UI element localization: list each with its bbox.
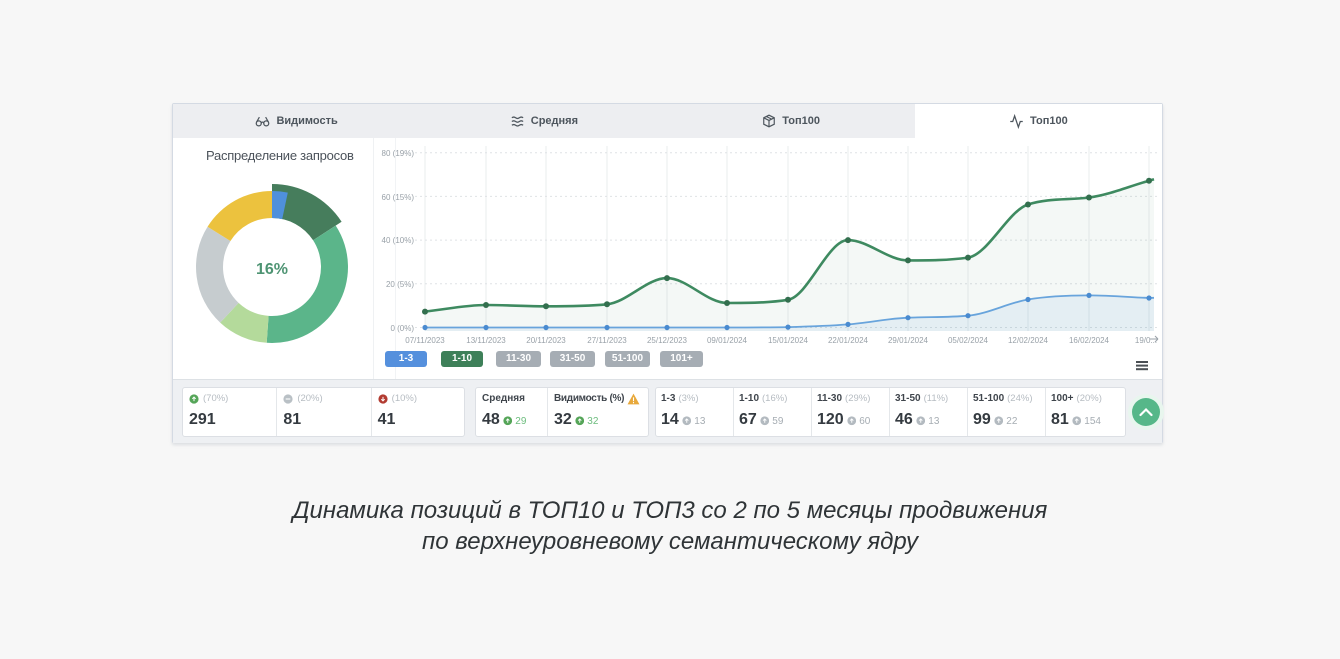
svg-text:40 (10%): 40 (10%) [382,236,415,245]
svg-text:20/11/2023: 20/11/2023 [526,336,566,345]
svg-text:0 (0%): 0 (0%) [390,324,414,333]
svg-text:20 (5%): 20 (5%) [386,280,414,289]
svg-text:29/01/2024: 29/01/2024 [888,336,929,345]
svg-text:07/11/2023: 07/11/2023 [405,336,445,345]
svg-text:80 (19%): 80 (19%) [382,149,415,158]
svg-text:09/01/2024: 09/01/2024 [707,336,748,345]
svg-text:12/02/2024: 12/02/2024 [1008,336,1049,345]
svg-text:60 (15%): 60 (15%) [382,193,415,202]
svg-text:13/11/2023: 13/11/2023 [466,336,506,345]
svg-text:15/01/2024: 15/01/2024 [768,336,809,345]
svg-text:19/0...: 19/0... [1135,336,1157,345]
svg-text:27/11/2023: 27/11/2023 [587,336,627,345]
svg-text:25/12/2023: 25/12/2023 [647,336,688,345]
svg-text:22/01/2024: 22/01/2024 [828,336,869,345]
svg-text:05/02/2024: 05/02/2024 [948,336,989,345]
svg-text:16/02/2024: 16/02/2024 [1069,336,1110,345]
